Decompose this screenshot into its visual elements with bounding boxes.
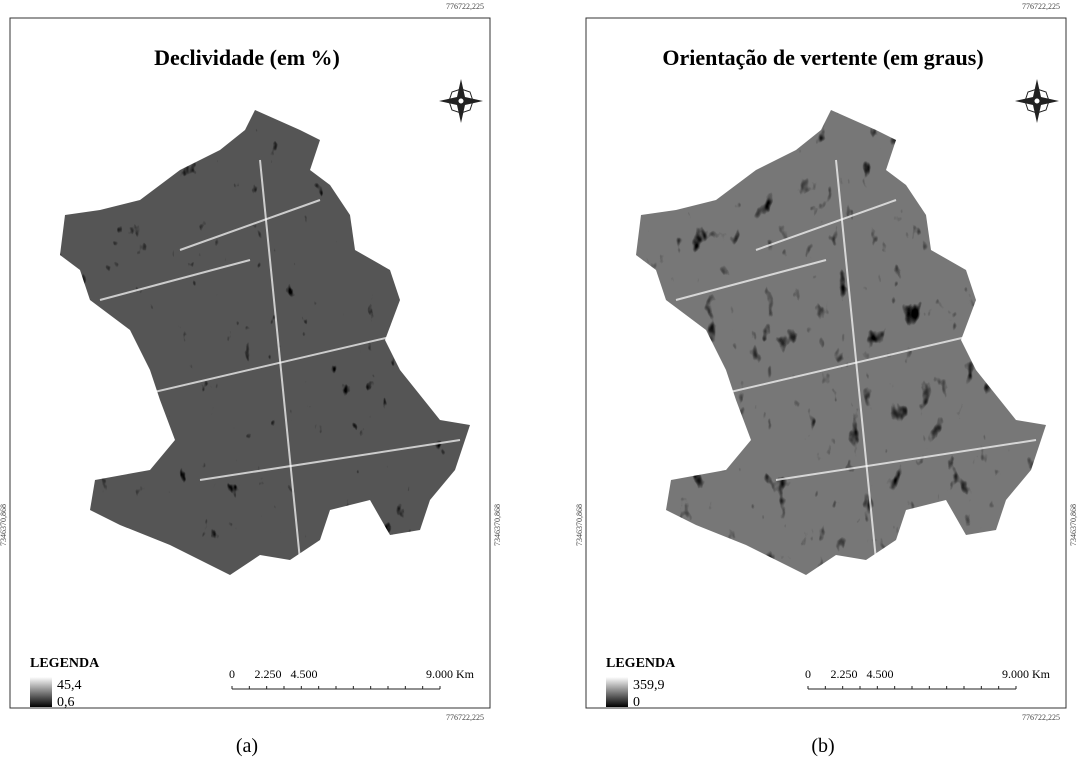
legend-max: 359,9 (633, 678, 665, 693)
terrain-streak (835, 159, 877, 561)
legend-title: LEGENDA (606, 656, 676, 671)
scale-label: 4.500 (291, 667, 318, 681)
coord-left: 7346370,868 (0, 504, 8, 546)
coord-top: 776722,225 (446, 2, 484, 11)
compass-center (1033, 97, 1041, 105)
terrain-streak (695, 329, 997, 401)
legend-gradient (606, 677, 628, 707)
terrain-streak (259, 159, 301, 561)
scale-label: 0 (805, 667, 811, 681)
scale-label: 2.250 (255, 667, 282, 681)
legend-min: 0,6 (57, 695, 75, 710)
legend-min: 0 (633, 695, 640, 710)
panels: Declividade (em %) 776722,225 776722,225 73… (0, 2, 1078, 757)
compass-star-inner (1024, 88, 1050, 114)
terrain-streak (199, 439, 461, 481)
terrain-streak (755, 199, 897, 251)
terrain-streak (775, 439, 1037, 481)
legend-title: LEGENDA (30, 656, 100, 671)
scale-label: 4.500 (867, 667, 894, 681)
scale-label: 9.000 Km (426, 667, 475, 681)
compass-center (457, 97, 465, 105)
terrain-streak (119, 329, 421, 401)
map-panel: Orientação de vertente (em graus) 776722,… (575, 2, 1078, 757)
map-title: Orientação de vertente (em graus) (662, 45, 983, 70)
north-arrow (439, 79, 483, 123)
coord-top: 776722,225 (1022, 2, 1060, 11)
terrain-texture (636, 110, 1046, 575)
scale-label: 0 (229, 667, 235, 681)
coord-right: 7346370,868 (493, 504, 502, 546)
map-title: Declividade (em %) (154, 45, 340, 70)
terrain-streak (99, 259, 251, 301)
coord-right: 7346370,868 (1069, 504, 1078, 546)
north-arrow (1015, 79, 1059, 123)
scale-label: 9.000 Km (1002, 667, 1051, 681)
scale-label: 2.250 (831, 667, 858, 681)
map-frame (9, 17, 491, 709)
map-panel: Declividade (em %) 776722,225 776722,225 73… (0, 2, 502, 757)
terrain-streak (675, 259, 827, 301)
caption: (b) (811, 735, 834, 757)
legend-max: 45,4 (57, 678, 82, 693)
terrain-streak (179, 199, 321, 251)
caption: (a) (236, 735, 258, 757)
compass-star-inner (448, 88, 474, 114)
map-frame (585, 17, 1067, 709)
legend-gradient (30, 677, 52, 707)
terrain-texture (60, 110, 470, 575)
coord-left: 7346370,868 (575, 504, 584, 546)
coord-bottom: 776722,225 (446, 713, 484, 722)
coord-bottom: 776722,225 (1022, 713, 1060, 722)
